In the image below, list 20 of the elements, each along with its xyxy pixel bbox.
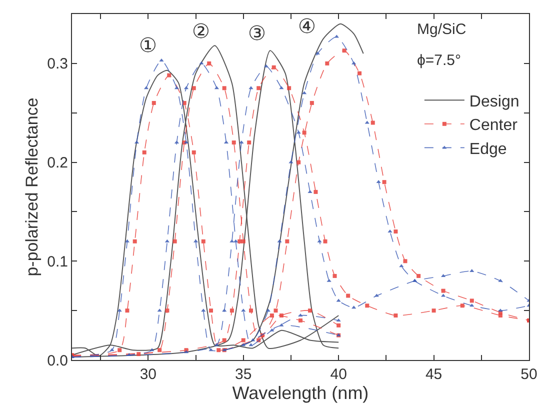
- x-tick-label: 40: [330, 366, 347, 383]
- y-tick-label: 0.3: [47, 56, 68, 73]
- y-tick-label: 0.1: [47, 253, 68, 270]
- x-tick-label: 50: [520, 366, 538, 383]
- annotation: ①: [139, 33, 157, 57]
- legend-label: Design: [469, 93, 520, 110]
- y-axis-title: p-polarized Reflectance: [22, 98, 42, 276]
- annotation: Mg/SiC: [417, 21, 466, 38]
- x-axis-title: Wavelength (nm): [232, 383, 369, 403]
- legend-label: Center: [469, 117, 518, 134]
- x-tick-label: 30: [140, 366, 157, 383]
- annotation: ③: [248, 21, 266, 45]
- x-tick-label: 45: [425, 366, 442, 383]
- annotation: ϕ=7.5°: [417, 52, 462, 69]
- y-tick-label: 0.2: [47, 154, 68, 172]
- legend-label: Edge: [469, 140, 507, 158]
- annotation: ②: [192, 19, 210, 43]
- annotation: ④: [298, 14, 316, 38]
- x-tick-label: 35: [235, 366, 252, 383]
- y-tick-label: 0.0: [47, 352, 68, 370]
